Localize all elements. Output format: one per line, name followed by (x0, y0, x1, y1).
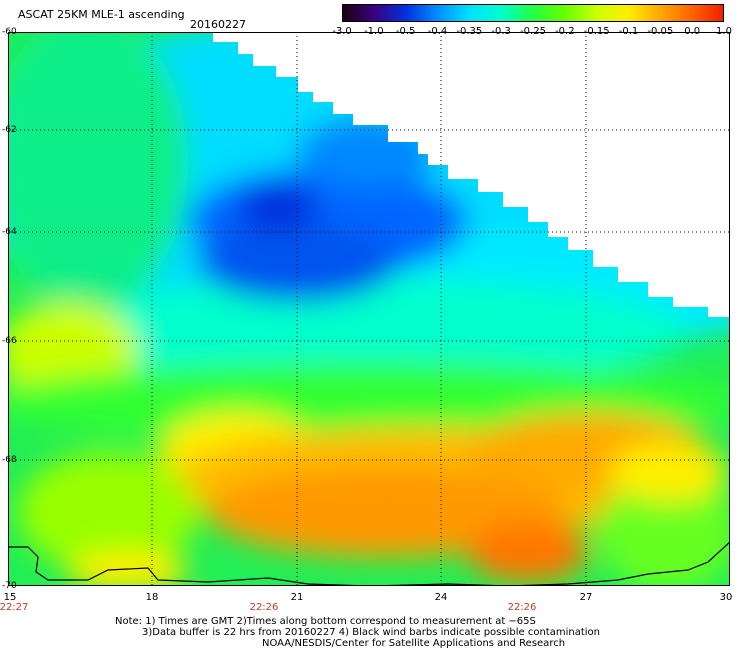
colorbar (342, 4, 724, 22)
wind-field (8, 32, 730, 586)
lat-label-70: -70 (2, 581, 17, 591)
note-line-1: Note: 1) Times are GMT 2)Times along bot… (115, 616, 536, 627)
colorbar-tick-label: -3.0 (332, 26, 352, 37)
note-line-2: 3)Data buffer is 22 hrs from 20160227 4)… (142, 627, 600, 638)
lon-label-30: 30 (719, 592, 733, 603)
lat-label-66: -66 (2, 336, 17, 346)
lat-label-68: -68 (2, 455, 17, 465)
map-svg (8, 32, 731, 587)
colorbar-tick-label: -0.3 (491, 26, 511, 37)
colorbar-tick-label: 0.0 (684, 26, 701, 37)
colorbar-tick-label: -0.4 (427, 26, 448, 37)
time-label-3: 22:26 (507, 602, 537, 613)
time-label-1: 22:27 (0, 602, 29, 613)
lat-label-60: -60 (2, 27, 17, 37)
note-line-3: NOAA/NESDIS/Center for Satellite Applica… (262, 638, 566, 649)
colorbar-gradient (342, 4, 724, 22)
colorbar-tick-label: -0.25 (520, 26, 546, 37)
colorbar-tick-label: -0.2 (555, 26, 575, 37)
colorbar-tick-label: -0.15 (583, 26, 610, 37)
coastline (8, 541, 731, 587)
lat-label-62: -62 (2, 125, 17, 135)
lon-label-21: 21 (290, 592, 304, 603)
map-frame (8, 32, 730, 586)
lon-label-27: 27 (579, 592, 593, 603)
grid-lines (8, 32, 730, 586)
colorbar-tick-label: -1.0 (364, 26, 384, 37)
colorbar-tick-label: 1.0 (716, 26, 732, 37)
colorbar-tick-label: -0.5 (395, 26, 416, 37)
colorbar-tick-label: -0.35 (456, 26, 483, 37)
map-title: ASCAT 25KM MLE-1 ascending (18, 8, 185, 21)
colorbar-tick-label: -0.1 (618, 26, 639, 37)
time-label-2: 22:26 (249, 602, 279, 613)
lon-label-18: 18 (145, 592, 159, 603)
colorbar-tick-label: -0.05 (647, 26, 674, 37)
lon-label-15: 15 (3, 592, 17, 603)
lat-label-64: -64 (2, 227, 17, 237)
map-date: 20160227 (190, 18, 246, 31)
map-plot (8, 32, 731, 587)
lon-label-24: 24 (434, 592, 448, 603)
